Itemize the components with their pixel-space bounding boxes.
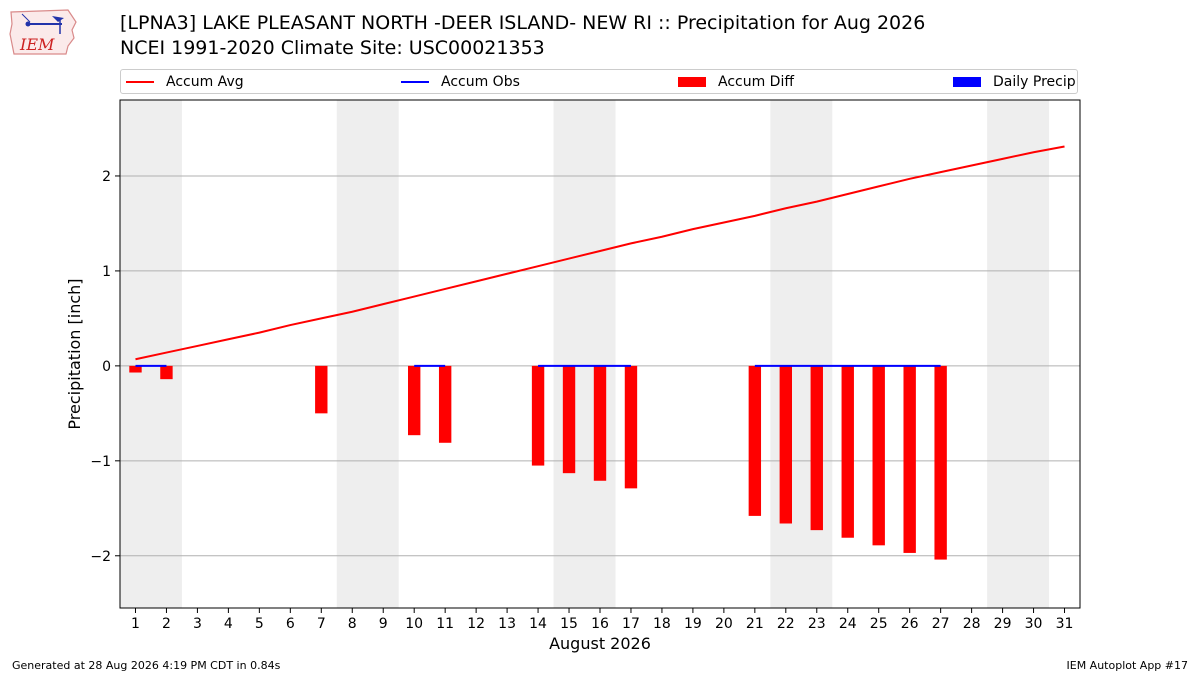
x-tick-label: 1	[131, 616, 140, 632]
x-axis-ticks: 1 2 3 4 5 6 7 8 9 10 11 12 13 14 15 16 17 18 19 20 21 22 23 24 2…	[131, 608, 1073, 632]
x-tick-label: 15	[560, 616, 578, 632]
x-tick-label: 29	[994, 616, 1012, 632]
x-tick-label: 25	[870, 616, 888, 632]
legend-item-daily-precip: Daily Precip	[953, 73, 1076, 91]
accum-diff-bar	[438, 365, 452, 443]
x-tick-label: 21	[746, 616, 764, 632]
x-tick-label: 3	[193, 616, 202, 632]
y-tick-label: 1	[102, 264, 111, 280]
x-axis-label: August 2026	[549, 634, 651, 653]
accum-diff-bar	[841, 365, 854, 538]
x-tick-label: 28	[963, 616, 981, 632]
legend-item-accum-diff: Accum Diff	[678, 73, 794, 91]
y-tick-label: 2	[102, 169, 111, 185]
y-tick-label: 0	[102, 359, 111, 375]
x-tick-label: 13	[498, 616, 516, 632]
x-tick-label: 7	[317, 616, 326, 632]
legend-label-daily-precip: Daily Precip	[993, 74, 1076, 90]
x-tick-label: 9	[379, 616, 388, 632]
accum-diff-bars	[129, 365, 947, 560]
accum-diff-bar	[531, 365, 545, 466]
x-tick-label: 27	[932, 616, 950, 632]
y-tick-label: −1	[90, 454, 111, 470]
x-tick-label: 5	[255, 616, 264, 632]
legend: Accum Avg Accum Obs Accum Diff Daily Pre…	[120, 69, 1078, 94]
x-tick-label: 6	[286, 616, 295, 632]
legend-swatch-accum-obs	[401, 81, 429, 83]
weekend-bands	[120, 100, 1050, 608]
accum-diff-bar	[408, 365, 421, 436]
x-tick-label: 10	[405, 616, 423, 632]
x-tick-label: 19	[684, 616, 702, 632]
accum-avg-line	[135, 145, 1065, 361]
accum-diff-bar	[810, 365, 823, 531]
x-tick-label: 26	[901, 616, 919, 632]
y-axis-ticks: −2 −1 0 1 2	[90, 169, 120, 565]
accum-diff-bar	[593, 365, 607, 481]
accum-diff-bar	[160, 365, 173, 380]
x-tick-label: 24	[839, 616, 857, 632]
legend-swatch-daily-precip	[953, 77, 981, 87]
accum-diff-bar	[624, 365, 638, 489]
x-tick-label: 22	[777, 616, 795, 632]
x-tick-label: 8	[348, 616, 357, 632]
x-tick-label: 4	[224, 616, 233, 632]
x-tick-label: 12	[467, 616, 485, 632]
weekend-band	[336, 100, 399, 608]
legend-label-accum-diff: Accum Diff	[718, 74, 795, 90]
x-tick-label: 11	[436, 616, 454, 632]
legend-item-accum-obs: Accum Obs	[401, 73, 520, 91]
iem-logo: IEM	[9, 9, 77, 55]
legend-swatch-accum-avg	[126, 81, 154, 83]
accum-diff-bar	[129, 365, 142, 373]
logo-text: IEM	[19, 35, 55, 54]
x-tick-label: 14	[529, 616, 547, 632]
accum-diff-bar	[934, 365, 947, 560]
chart-subtitle: NCEI 1991-2020 Climate Site: USC00021353	[120, 37, 545, 59]
y-tick-label: −2	[90, 549, 111, 565]
footer-generated: Generated at 28 Aug 2026 4:19 PM CDT in …	[12, 659, 281, 672]
chart-title: [LPNA3] LAKE PLEASANT NORTH -DEER ISLAND…	[120, 12, 926, 34]
legend-item-accum-avg: Accum Avg	[126, 73, 244, 91]
x-tick-label: 2	[162, 616, 171, 632]
accum-diff-bar	[562, 365, 576, 474]
legend-swatch-accum-diff	[678, 77, 706, 87]
x-tick-label: 31	[1056, 616, 1074, 632]
x-tick-label: 18	[653, 616, 671, 632]
weekend-band	[120, 100, 182, 608]
x-tick-label: 16	[591, 616, 609, 632]
weekend-band	[553, 100, 616, 608]
accum-diff-bar	[315, 365, 328, 414]
accum-diff-bar	[872, 365, 885, 546]
accum-avg-series	[135, 145, 1065, 361]
weekend-band	[987, 100, 1050, 608]
accum-diff-bar	[779, 365, 792, 524]
legend-label-accum-obs: Accum Obs	[441, 74, 520, 90]
accum-diff-bar	[748, 365, 762, 516]
x-tick-label: 17	[622, 616, 640, 632]
x-tick-label: 30	[1025, 616, 1043, 632]
legend-label-accum-avg: Accum Avg	[166, 74, 244, 90]
y-axis-label: Precipitation [inch]	[65, 278, 84, 429]
x-tick-label: 23	[808, 616, 826, 632]
accum-diff-bar	[903, 365, 916, 553]
footer-app: IEM Autoplot App #17	[1066, 659, 1189, 672]
x-tick-label: 20	[715, 616, 733, 632]
